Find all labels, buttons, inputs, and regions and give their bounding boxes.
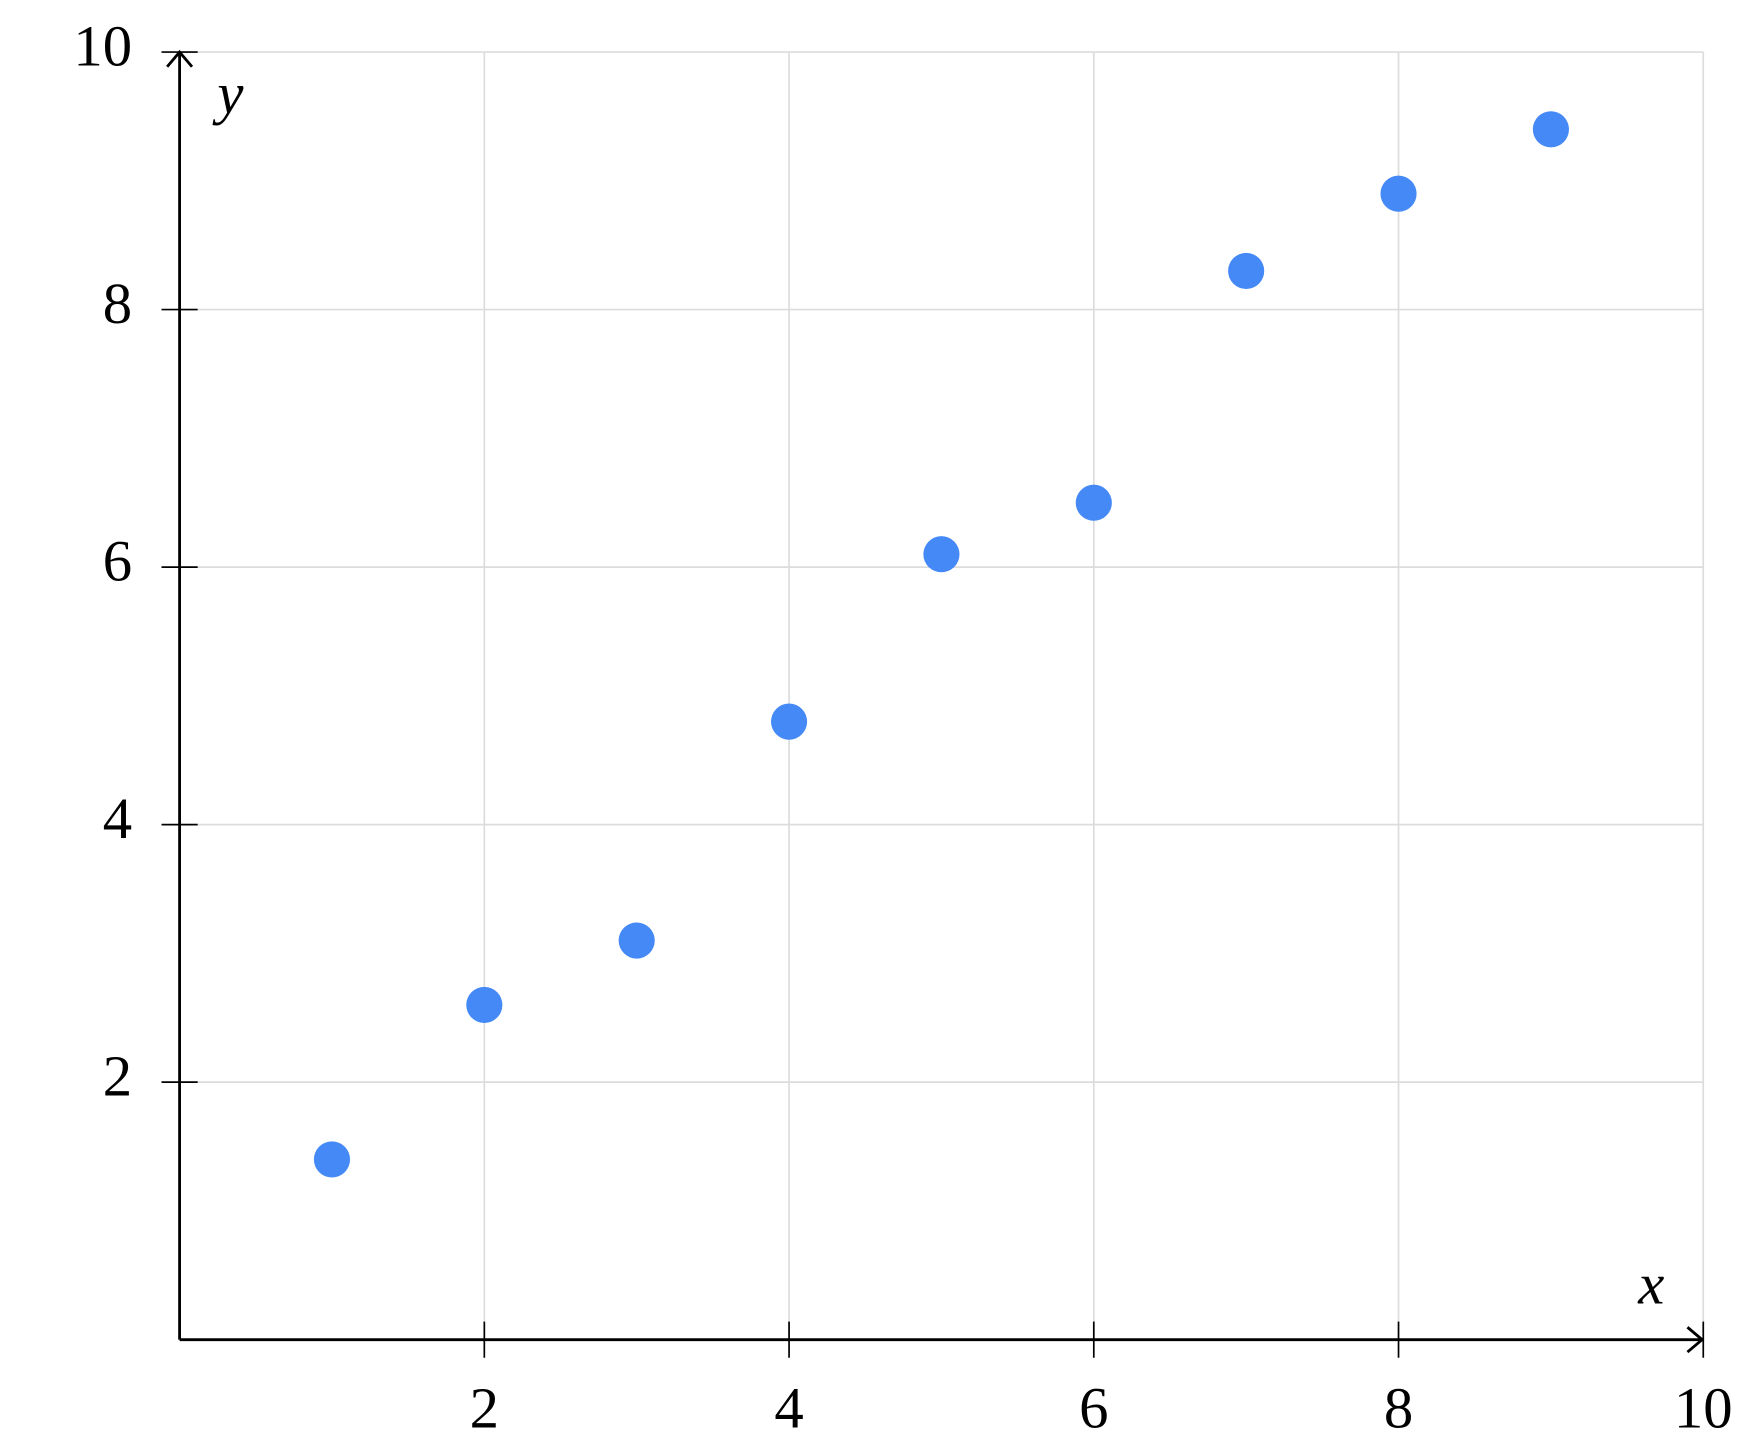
y-tick-label: 2 xyxy=(103,1044,132,1109)
point xyxy=(1228,252,1265,290)
y-tick-label: 4 xyxy=(103,786,132,851)
point xyxy=(466,986,503,1023)
point xyxy=(923,536,960,573)
x-axis-arrow xyxy=(1686,1326,1705,1354)
x-tick-label: 2 xyxy=(470,1376,499,1441)
x-tick-label: 4 xyxy=(774,1376,803,1441)
y-tick-label: 6 xyxy=(103,529,132,594)
x-tick-label: 6 xyxy=(1079,1376,1108,1441)
x-tick-label: 8 xyxy=(1384,1376,1413,1441)
point xyxy=(770,703,808,740)
point xyxy=(618,922,655,959)
x-axis-label: x xyxy=(1637,1251,1664,1316)
point xyxy=(1380,175,1417,212)
y-axis-label: y xyxy=(212,61,244,126)
point xyxy=(1532,111,1569,148)
point xyxy=(1075,484,1112,521)
y-tick-label: 10 xyxy=(73,14,132,79)
point xyxy=(313,1141,351,1178)
grid xyxy=(179,51,1705,1340)
x-tick-label: 10 xyxy=(1674,1376,1733,1441)
y-tick-label: 8 xyxy=(103,271,132,336)
marks xyxy=(313,111,1569,1178)
